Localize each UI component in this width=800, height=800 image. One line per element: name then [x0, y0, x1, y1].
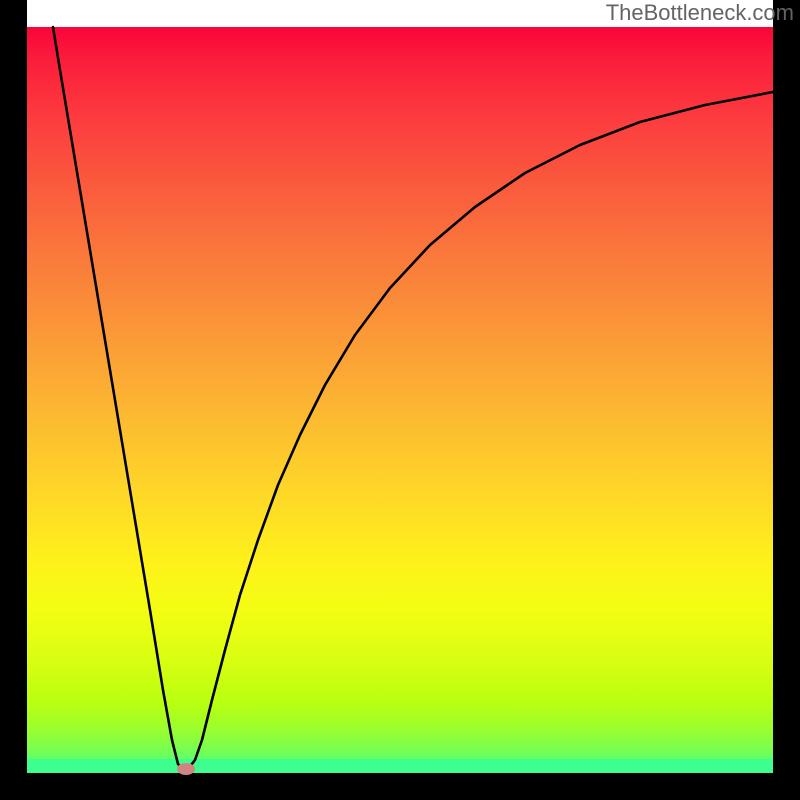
optimal-point-marker	[177, 763, 195, 775]
border-bottom	[0, 773, 800, 800]
chart-container: TheBottleneck.com	[0, 0, 800, 800]
border-right	[773, 0, 800, 800]
gradient-background	[27, 27, 773, 773]
green-band	[27, 759, 773, 773]
watermark-text: TheBottleneck.com	[606, 0, 794, 26]
border-left	[0, 0, 27, 800]
bottleneck-chart	[0, 0, 800, 800]
